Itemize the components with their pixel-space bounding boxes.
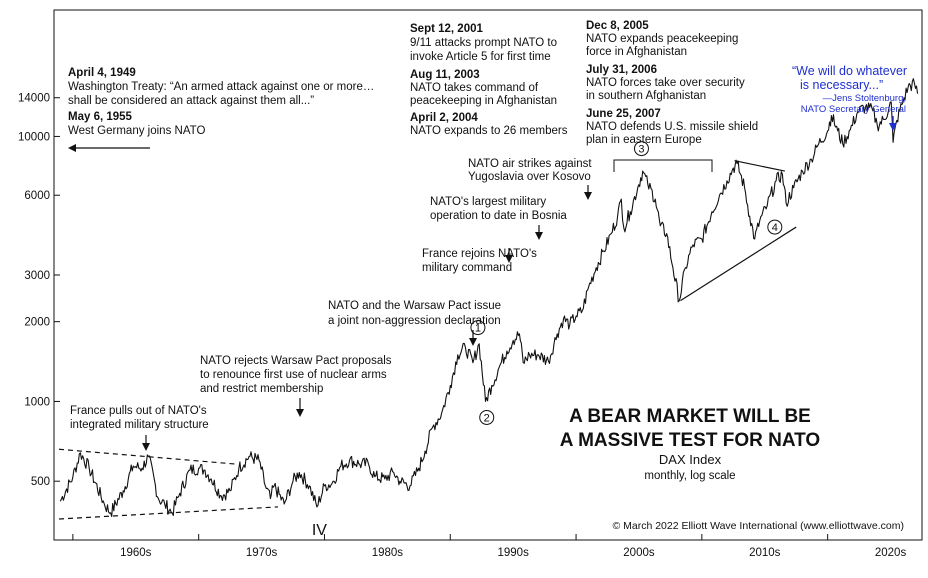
annotation-line: France rejoins NATO's	[422, 248, 537, 260]
down-arrowhead	[535, 232, 543, 240]
annotation-line: Washington Treaty: “An armed attack agai…	[68, 81, 374, 93]
annotation-line: NATO defends U.S. missile shield	[586, 121, 758, 133]
annotation-line: integrated military structure	[70, 419, 209, 431]
chart-title-line-1: A BEAR MARKET WILL BE	[569, 406, 811, 427]
annotation-line: peacekeeping in Afghanistan	[410, 95, 557, 107]
y-tick-label: 2000	[24, 317, 50, 329]
annotation-date: Aug 11, 2003	[410, 69, 480, 81]
annotation-date: Sept 12, 2001	[410, 23, 483, 35]
chart-subtitle: DAX Index	[659, 452, 722, 467]
annotation-date: May 6, 1955	[68, 111, 133, 123]
annotation-line: NATO forces take over security	[586, 77, 745, 89]
down-arrowhead	[296, 409, 304, 417]
copyright-notice: © March 2022 Elliott Wave International …	[612, 520, 904, 532]
annotation-line: NATO expands to 26 members	[410, 125, 568, 137]
annotation-line: to renounce first use of nuclear arms	[200, 369, 387, 381]
stoltenberg-quote: “We will do whatever is necessary...” —J…	[792, 64, 907, 131]
annotation-line: NATO and the Warsaw Pact issue	[328, 300, 501, 312]
annotation-date: July 31, 2006	[586, 64, 657, 76]
annotation-bosnia: NATO's largest military operation to dat…	[430, 196, 567, 240]
y-tick-label: 3000	[24, 270, 50, 282]
annotation-line: NATO takes command of	[410, 82, 539, 94]
annotation-line: invoke Article 5 for first time	[410, 51, 551, 63]
dax-series-line	[59, 78, 919, 518]
x-tick-label: 2020s	[875, 547, 907, 559]
annotation-date: April 4, 1949	[68, 67, 136, 79]
chart-title-line-2: A MASSIVE TEST FOR NATO	[560, 430, 820, 451]
wave-marker	[479, 409, 495, 425]
annotation-line: shall be considered an attack against th…	[68, 95, 314, 107]
x-tick-label: 1970s	[246, 547, 278, 559]
annotation-date: Dec 8, 2005	[586, 20, 649, 32]
wave-label: 2	[484, 412, 490, 424]
annotation-line: France pulls out of NATO's	[70, 405, 207, 417]
x-tick-label: 2010s	[749, 547, 781, 559]
wave-labels: 1 2 3 4 IV	[312, 141, 783, 539]
annotation-line: Yugoslavia over Kosovo	[468, 171, 591, 183]
annotation-date: June 25, 2007	[586, 108, 661, 120]
axes-layer: 500 1000 2000 3000 6000 10000 14000 1960s 1970s 1…	[18, 93, 906, 559]
annotation-1949-1955: April 4, 1949 Washington Treaty: “An arm…	[68, 67, 374, 152]
triangle-lower-line	[680, 226, 797, 302]
annotation-line: and restrict membership	[200, 383, 323, 395]
quote-attribution: —Jens Stoltenburg,	[823, 93, 906, 104]
quote-line: is necessary...”	[800, 78, 883, 92]
y-tick-label: 1000	[24, 396, 50, 408]
chart-title-block: A BEAR MARKET WILL BE A MASSIVE TEST FOR…	[560, 406, 820, 482]
down-arrowhead	[584, 192, 592, 200]
down-arrowhead	[142, 443, 150, 451]
wave-marker	[767, 219, 783, 235]
wave-marker	[633, 141, 649, 157]
annotation-line: NATO's largest military	[430, 196, 546, 208]
x-tick-label: 1990s	[497, 547, 529, 559]
wave-label: 4	[772, 222, 778, 234]
annotation-line: NATO expands peacekeeping	[586, 33, 738, 45]
annotation-line: 9/11 attacks prompt NATO to	[410, 37, 557, 49]
annotation-line: West Germany joins NATO	[68, 125, 205, 137]
y-tick-label: 14000	[18, 93, 50, 105]
annotation-line: NATO air strikes against	[468, 158, 592, 170]
bracket	[613, 159, 713, 172]
annotation-line: NATO rejects Warsaw Pact proposals	[200, 355, 392, 367]
down-arrowhead	[505, 255, 513, 263]
annotation-line: military command	[422, 262, 512, 274]
quote-attribution: NATO Secretary General	[801, 104, 906, 115]
wave-label: 1	[475, 323, 481, 335]
annotation-france-rejoins: France rejoins NATO's military command	[422, 248, 537, 274]
annotation-line: operation to date in Bosnia	[430, 210, 567, 222]
quote-line: “We will do whatever	[792, 64, 907, 78]
x-tick-label: 1980s	[372, 547, 404, 559]
wave-marker	[470, 320, 486, 336]
left-arrowhead	[68, 144, 76, 152]
annotation-warsaw-rejects: NATO rejects Warsaw Pact proposals to re…	[200, 355, 392, 417]
annotation-kosovo: NATO air strikes against Yugoslavia over…	[468, 158, 592, 200]
x-tick-label: 2000s	[623, 547, 655, 559]
upper-channel-line	[58, 448, 237, 465]
x-tick-label: 1960s	[120, 547, 152, 559]
annotation-line: a joint non-aggression declaration	[328, 315, 501, 327]
triangle-upper-line	[734, 160, 786, 172]
annotation-line: force in Afghanistan	[586, 46, 687, 58]
y-tick-label: 6000	[24, 190, 50, 202]
blue-down-arrowhead	[889, 123, 897, 131]
y-tick-label: 500	[31, 476, 50, 488]
wave-label: 3	[638, 144, 644, 156]
chart-subtitle-2: monthly, log scale	[644, 470, 735, 482]
y-tick-label: 10000	[18, 131, 50, 143]
annotation-france-pulls-out: France pulls out of NATO's integrated mi…	[70, 405, 209, 451]
annotation-warsaw-pact: NATO and the Warsaw Pact issue a joint n…	[328, 300, 501, 346]
down-arrowhead	[469, 338, 477, 346]
annotation-line: plan in eastern Europe	[586, 134, 702, 146]
annotation-2001-2004: Sept 12, 2001 9/11 attacks prompt NATO t…	[410, 23, 568, 137]
annotation-2005-2007: Dec 8, 2005 NATO expands peacekeeping fo…	[586, 20, 758, 172]
annotation-line: in southern Afghanistan	[586, 90, 706, 102]
annotation-date: April 2, 2004	[410, 112, 478, 124]
wave-label-roman: IV	[312, 522, 327, 539]
